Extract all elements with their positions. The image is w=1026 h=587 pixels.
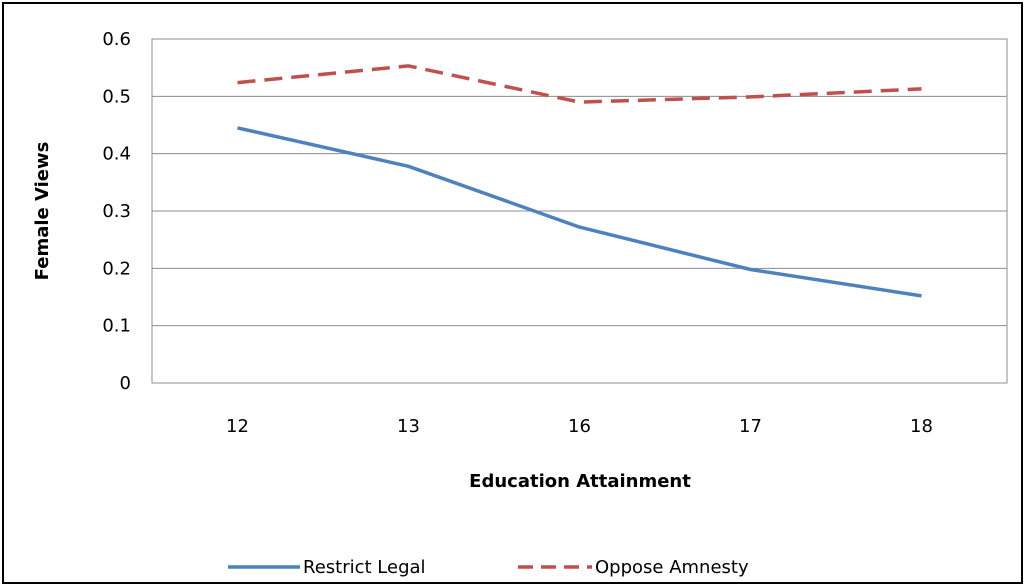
series-line-restrict-legal: [237, 126, 922, 298]
y-tick-label: 0.6: [102, 29, 131, 50]
x-axis-ticks: 12 13 16 17 18: [226, 416, 933, 437]
x-axis-title: Education Attainment: [469, 471, 691, 492]
y-tick-label: 0.1: [102, 316, 131, 337]
y-tick-label: 0.4: [102, 144, 131, 165]
x-tick-label: 17: [739, 416, 762, 437]
series-lines: [237, 64, 922, 298]
y-tick-label: 0.2: [102, 258, 131, 279]
x-tick-label: 13: [397, 416, 420, 437]
gridlines: [152, 38, 1007, 327]
y-axis-title: Female Views: [32, 142, 53, 281]
legend-label-oppose-amnesty: Oppose Amnesty: [595, 557, 749, 578]
legend-label-restrict-legal: Restrict Legal: [303, 557, 426, 578]
x-tick-label: 18: [910, 416, 933, 437]
y-tick-label: 0.3: [102, 201, 131, 222]
legend: Restrict Legal Oppose Amnesty: [228, 557, 749, 578]
y-tick-label: 0.5: [102, 86, 131, 107]
y-tick-label: 0: [120, 373, 131, 394]
x-tick-label: 16: [568, 416, 591, 437]
series-line-oppose-amnesty: [237, 64, 922, 104]
y-axis-ticks: 0 0.1 0.2 0.3 0.4 0.5 0.6: [102, 29, 131, 394]
x-tick-label: 12: [226, 416, 249, 437]
